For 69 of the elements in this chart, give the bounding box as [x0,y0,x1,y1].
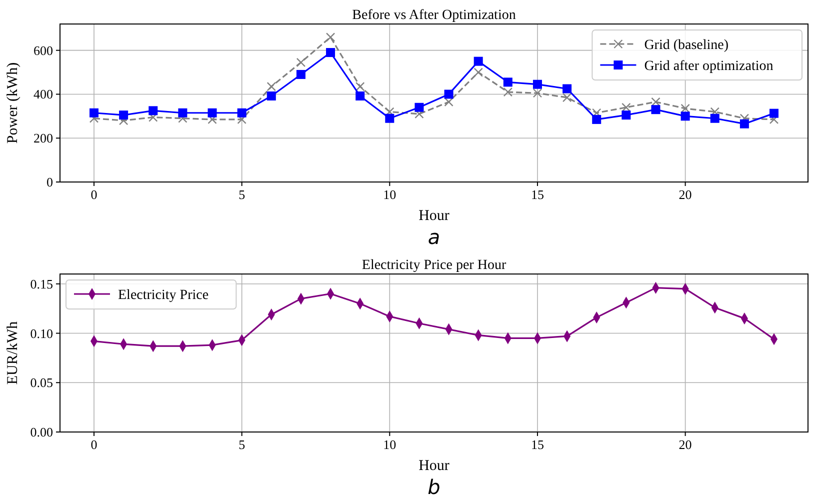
y-tick-label: 0.00 [30,424,53,440]
point [178,108,188,118]
text: b [428,475,440,499]
point [474,56,483,66]
x-tick-label: 5 [238,187,246,202]
point [355,82,365,92]
point [326,48,336,58]
point [680,104,690,114]
point [592,114,602,124]
legend-label: Grid (baseline) [644,38,729,53]
point [414,109,424,119]
point [414,102,424,112]
text: a [428,225,440,249]
x-tick-label: 0 [90,187,98,202]
point [296,58,306,68]
point [770,108,778,118]
legend-label: Electricity Price [118,288,209,303]
point [503,78,512,87]
point [208,114,217,124]
y-tick-label: 0.15 [30,276,53,292]
point [237,108,246,118]
point [680,112,690,121]
point [148,112,158,122]
x-axis-title: Hour [418,208,450,224]
point [651,105,660,114]
point [208,108,217,118]
y-tick-label: 0 [46,174,53,190]
point [532,88,542,98]
point [622,110,631,120]
point [710,114,720,123]
point [474,68,483,77]
point [503,87,513,97]
y-tick-label: 200 [34,130,53,146]
point [740,119,749,128]
point [532,80,542,89]
point [651,97,660,107]
x-tick-label: 20 [678,187,692,202]
point [296,70,306,79]
x-tick-label: 15 [530,187,544,202]
x-axis-title: Hour [418,458,450,474]
y-axis-title: Power (kWh) [5,62,21,144]
x-tick-label: 10 [383,187,396,202]
point [90,108,98,118]
chart-title: Before vs After Optimization [352,8,516,23]
point [710,107,720,116]
point [444,97,454,107]
legend-label: Grid after optimization [644,59,774,74]
x-tick-label: 10 [383,437,396,452]
chart-title: Electricity Price per Hour [362,258,506,273]
x-tick-label: 20 [678,437,692,452]
point [562,84,572,94]
point [266,91,276,100]
y-axis-title: EUR/kWh [5,320,21,385]
y-tick-label: 0.10 [30,326,53,341]
point [385,114,394,123]
x-tick-label: 0 [90,437,98,452]
point [326,32,336,42]
point [119,110,128,120]
y-tick-label: 400 [34,86,53,102]
x-tick-label: 15 [530,437,544,452]
point [148,106,158,116]
y-tick-label: 0.05 [30,375,53,390]
point [562,92,572,102]
x-tick-label: 5 [238,437,246,452]
point [356,91,365,100]
point [444,90,454,99]
y-tick-label: 600 [34,42,53,58]
point [266,82,276,92]
point [622,102,631,112]
